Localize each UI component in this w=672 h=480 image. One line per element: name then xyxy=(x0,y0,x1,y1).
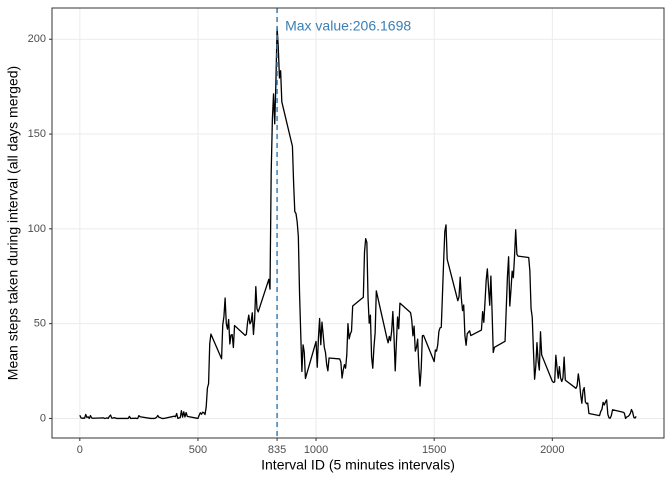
x-tick-label: 1000 xyxy=(304,444,328,456)
x-tick-label: 500 xyxy=(189,444,207,456)
y-tick-label: 150 xyxy=(28,128,46,140)
x-tick-label: 0 xyxy=(77,444,83,456)
y-tick-label: 100 xyxy=(28,223,46,235)
panel-border xyxy=(51,7,665,439)
x-axis-title: Interval ID (5 minutes intervals) xyxy=(261,457,455,473)
data-line xyxy=(79,26,637,420)
max-annotation: Max value:206.1698 xyxy=(285,18,411,34)
x-tick-label: 835 xyxy=(268,444,286,456)
x-tick-label: 2000 xyxy=(540,444,564,456)
panel xyxy=(52,8,664,438)
y-tick-label: 50 xyxy=(34,318,46,330)
y-tick-label: 200 xyxy=(28,33,46,45)
y-axis-title: Mean steps taken during interval (all da… xyxy=(5,66,21,380)
x-tick-label: 1500 xyxy=(422,444,446,456)
y-tick-label: 0 xyxy=(40,412,46,424)
